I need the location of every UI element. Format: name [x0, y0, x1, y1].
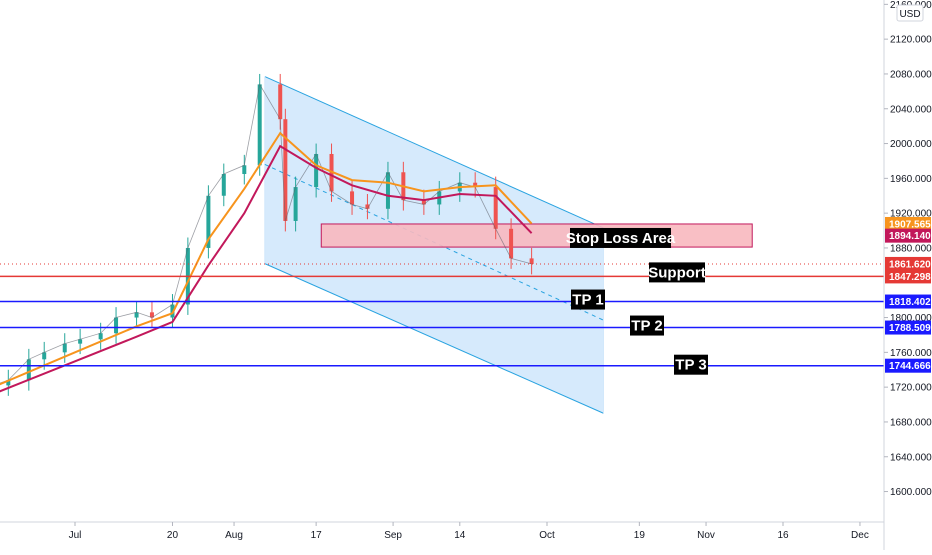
stop-loss-label: Stop Loss Area [566, 230, 676, 247]
price-tag [885, 320, 931, 335]
channel-lower-line[interactable] [264, 263, 604, 414]
candle-body [6, 380, 11, 386]
x-tick-label: Nov [697, 530, 715, 541]
x-tick-label: 16 [777, 530, 789, 541]
y-tick-label: 1680.000 [890, 417, 932, 428]
price-tag-label: 1861.620 [889, 259, 931, 270]
y-tick-label: 2120.000 [890, 35, 932, 46]
candle-body [78, 339, 83, 344]
candle-body [493, 187, 498, 229]
tp3-label: TP 3 [675, 357, 706, 374]
candle-body [509, 228, 514, 259]
price-tag-label: 1894.140 [889, 231, 931, 242]
x-tick-label: Oct [539, 530, 555, 541]
price-tag-label: 1788.509 [889, 323, 931, 334]
candle-body [206, 195, 211, 248]
x-tick-label: 19 [634, 530, 646, 541]
y-tick-label: 1880.000 [890, 243, 932, 254]
stop-loss-zone[interactable] [320, 223, 753, 248]
y-tick-label: 1920.000 [890, 209, 932, 220]
candle-body [529, 258, 534, 264]
candle-body [221, 174, 226, 196]
y-tick-label: 2080.000 [890, 69, 932, 80]
currency-box[interactable] [896, 4, 924, 22]
candle-body [350, 191, 355, 205]
y-tick-label: 1600.000 [890, 487, 932, 498]
price-tag [885, 294, 931, 309]
support-label-box [649, 262, 705, 283]
candle-body [257, 84, 262, 166]
y-tick-label: 2040.000 [890, 104, 932, 115]
candle-body [365, 204, 370, 209]
y-tick-label: 1800.000 [890, 313, 932, 324]
ma-slow-line[interactable] [0, 144, 533, 394]
price-tag-label: 1744.666 [889, 361, 931, 372]
x-tick-label: Sep [384, 530, 402, 541]
price-tag-label: 1907.565 [889, 219, 931, 230]
x-tick-label: 14 [454, 530, 466, 541]
candle-body [42, 352, 47, 360]
x-tick-label: Jul [69, 530, 82, 541]
tp2-label-box [630, 315, 664, 336]
channel-upper-line[interactable] [264, 76, 604, 229]
candle-body [98, 333, 103, 340]
ma-fast-line[interactable] [0, 131, 533, 387]
candle-body [314, 153, 319, 188]
support-label: Support [648, 264, 706, 281]
candle-body [149, 312, 154, 318]
y-tick-label: 1640.000 [890, 452, 932, 463]
y-tick-label: 1960.000 [890, 174, 932, 185]
x-tick-label: 17 [311, 530, 323, 541]
y-tick-label: 2000.000 [890, 139, 932, 150]
price-line [0, 83, 532, 384]
candle-body [134, 312, 139, 318]
tp1-label: TP 1 [572, 292, 603, 309]
price-tag [885, 256, 931, 271]
candle-body [278, 84, 283, 120]
candle-body [283, 119, 288, 221]
tp2-label: TP 2 [631, 318, 662, 335]
x-tick-label: 20 [167, 530, 179, 541]
candle-body [62, 343, 67, 353]
price-tag [885, 358, 931, 373]
y-tick-label: 1760.000 [890, 348, 932, 359]
currency-label: USD [899, 9, 920, 20]
candle-body [385, 172, 390, 209]
tp1-label-box [571, 289, 605, 310]
candle-body [421, 200, 426, 205]
price-tag-label: 1847.298 [889, 272, 931, 283]
stop-loss-label-box [570, 227, 671, 248]
x-tick-label: Aug [225, 530, 243, 541]
price-tag [885, 228, 931, 243]
candle-body [293, 187, 298, 221]
candle-body [242, 165, 247, 174]
candle-body [473, 182, 478, 188]
candle-body [26, 359, 31, 381]
price-tag-label: 1818.402 [889, 297, 931, 308]
x-tick-label: Dec [851, 530, 869, 541]
price-tag [885, 269, 931, 284]
price-tag [885, 216, 931, 231]
candle-body [114, 317, 119, 334]
y-tick-label: 1720.000 [890, 383, 932, 394]
tp3-label-box [674, 354, 708, 375]
